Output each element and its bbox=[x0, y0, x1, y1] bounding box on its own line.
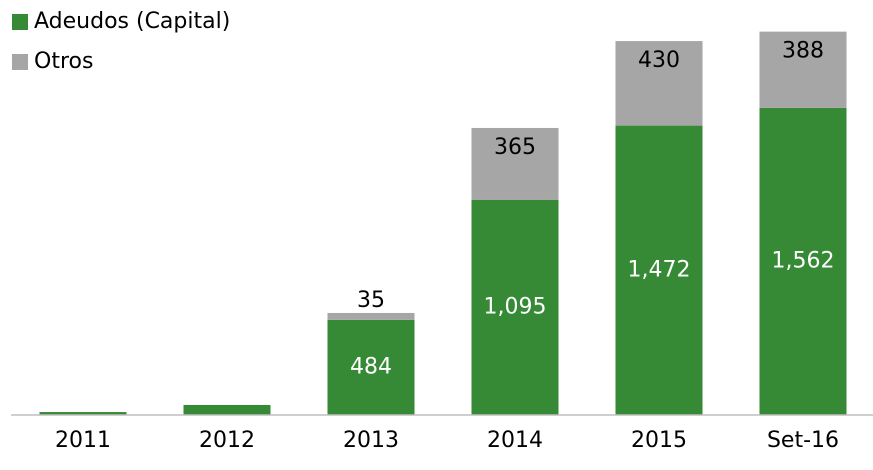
bar-segment bbox=[615, 125, 703, 415]
x-tick-label: 2012 bbox=[199, 428, 255, 453]
value-label: 1,095 bbox=[484, 294, 547, 319]
value-label: 1,562 bbox=[772, 248, 835, 273]
legend-label: Adeudos (Capital) bbox=[34, 9, 230, 34]
bar-segment bbox=[39, 412, 127, 415]
x-tick-label: 2013 bbox=[343, 428, 399, 453]
value-label: 35 bbox=[357, 288, 385, 313]
value-label: 430 bbox=[638, 48, 680, 73]
value-label: 484 bbox=[350, 354, 392, 379]
x-tick-label: Set-16 bbox=[767, 428, 839, 453]
bar-segment bbox=[759, 31, 847, 108]
bar-segment bbox=[183, 404, 271, 415]
x-tick-label: 2015 bbox=[631, 428, 687, 453]
value-label: 1,472 bbox=[628, 257, 691, 282]
bar-segment bbox=[327, 319, 415, 415]
legend-swatch bbox=[12, 54, 28, 70]
x-tick-label: 2014 bbox=[487, 428, 543, 453]
x-tick-label: 2011 bbox=[55, 428, 111, 453]
legend-swatch bbox=[12, 14, 28, 30]
legend-label: Otros bbox=[34, 49, 93, 74]
value-label: 388 bbox=[782, 39, 824, 64]
bar-segment bbox=[471, 127, 559, 200]
bar-segment bbox=[471, 199, 559, 415]
bar-segment bbox=[327, 312, 415, 320]
value-label: 365 bbox=[494, 135, 536, 160]
bar-segment bbox=[759, 107, 847, 415]
bar-segment bbox=[615, 41, 703, 126]
